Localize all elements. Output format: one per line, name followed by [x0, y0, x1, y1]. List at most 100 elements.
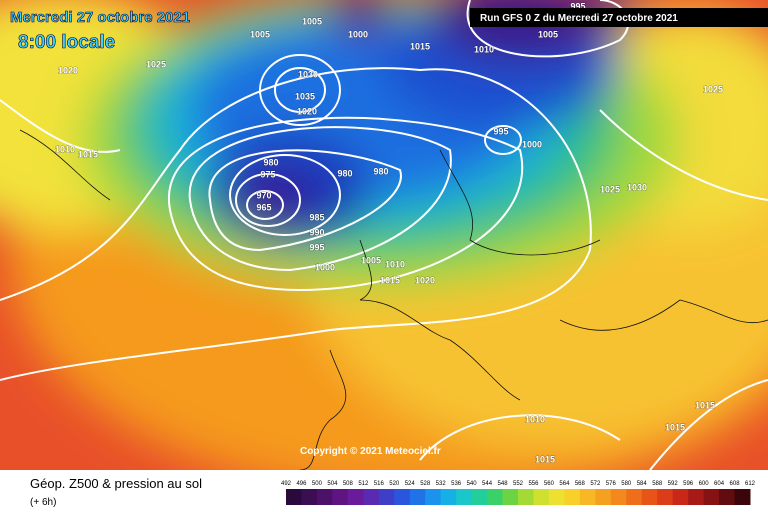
isobar-label: 1000 [522, 139, 542, 149]
colorbar-swatch [579, 489, 596, 505]
isobar-label: 1025 [146, 59, 166, 69]
colorbar-swatch [657, 489, 674, 505]
colorbar-label: 612 [745, 481, 756, 487]
colorbar-label: 504 [327, 481, 338, 487]
colorbar-swatch [564, 489, 581, 505]
colorbar-label: 516 [374, 481, 385, 487]
colorbar-label: 508 [343, 481, 354, 487]
colorbar-label: 560 [544, 481, 555, 487]
footer-title: Géop. Z500 & pression au sol [30, 476, 202, 491]
colorbar-swatch [286, 489, 302, 505]
isobar-label: 1005 [538, 29, 558, 39]
colorbar-label: 584 [637, 481, 648, 487]
footer-step: (+ 6h) [30, 497, 56, 508]
colorbar-label: 528 [420, 481, 431, 487]
colorbar-label: 568 [575, 481, 586, 487]
colorbar-label: 580 [621, 481, 632, 487]
isobar-label: 970 [256, 190, 271, 200]
colorbar-swatch [595, 489, 612, 505]
colorbar-swatch [610, 489, 627, 505]
coastlines [19, 129, 768, 470]
colorbar-label: 540 [467, 481, 478, 487]
isobar-label: 1010 [474, 44, 494, 54]
run-label: Run GFS 0 Z du Mercredi 27 octobre 2021 [480, 13, 678, 24]
isobar-label: 990 [309, 227, 324, 237]
isobar-label: 965 [256, 202, 271, 212]
colorbar-swatch [502, 489, 519, 505]
isobar-label: 995 [493, 126, 508, 136]
isobar-label: 1010 [525, 414, 545, 424]
colorbar-swatch [425, 489, 442, 505]
isobar-label: 1005 [302, 16, 322, 26]
isobar-label: 1025 [600, 184, 620, 194]
isobar-label: 1000 [348, 29, 368, 39]
colorbar-label: 520 [389, 481, 400, 487]
colorbar-swatch [487, 489, 504, 505]
colorbar-swatch [518, 489, 534, 505]
colorbar-swatch [626, 489, 643, 505]
isobar-label: 1020 [58, 65, 78, 75]
isobar-label: 1030 [298, 69, 318, 79]
isobar-label: 1000 [315, 262, 335, 272]
colorbar-label: 512 [358, 481, 369, 487]
colorbar-label: 564 [559, 481, 570, 487]
colorbar-swatch [719, 489, 736, 505]
colorbar-label: 500 [312, 481, 323, 487]
colorbar-swatch [440, 489, 457, 505]
colorbar-swatch [301, 489, 318, 505]
colorbar-swatch [548, 489, 565, 505]
colorbar-label: 496 [296, 481, 307, 487]
isobar-label: 1035 [295, 91, 315, 101]
colorbar-label: 596 [683, 481, 694, 487]
colorbar-label: 556 [528, 481, 539, 487]
colorbar-swatch [363, 489, 380, 505]
colorbar-swatch [471, 489, 488, 505]
colorbar-swatch [332, 489, 349, 505]
colorbar-label: 572 [590, 481, 601, 487]
colorbar: 492 496 500 504 508 512 516 520 524 528 532 536 540 5… [281, 481, 756, 505]
colorbar-label: 588 [652, 481, 663, 487]
colorbar-swatch [378, 489, 395, 505]
colorbar-swatch [672, 489, 689, 505]
colorbar-label: 604 [714, 481, 725, 487]
colorbar-label: 544 [482, 481, 493, 487]
isobar-label: 995 [570, 1, 585, 11]
isobar-label: 975 [260, 169, 275, 179]
time-label: 8:00 locale [18, 32, 115, 53]
isobar-label: 1015 [695, 400, 715, 410]
colorbar-label: 548 [498, 481, 509, 487]
colorbar-swatch [688, 489, 705, 505]
isobar-label: 1020 [297, 106, 317, 116]
isobar-label: 985 [309, 212, 324, 222]
isobar-label: 1015 [535, 454, 555, 464]
colorbar-swatch [734, 489, 751, 505]
isobar-label: 980 [337, 168, 352, 178]
isobar-label: 1005 [361, 255, 381, 265]
colorbar-label: 608 [730, 481, 741, 487]
colorbar-swatch [394, 489, 411, 505]
isobar-label: 1015 [410, 41, 430, 51]
colorbar-label: 536 [451, 481, 462, 487]
colorbar-label: 552 [513, 481, 524, 487]
colorbar-label: 492 [281, 481, 292, 487]
colorbar-swatch [316, 489, 333, 505]
isobar-label: 1030 [627, 182, 647, 192]
isobar-label: 1015 [380, 275, 400, 285]
colorbar-swatch [409, 489, 426, 505]
colorbar-label: 524 [405, 481, 416, 487]
isobar-label: 1015 [665, 422, 685, 432]
isobar-label: 995 [309, 242, 324, 252]
colorbar-label: 576 [606, 481, 617, 487]
run-box [470, 8, 768, 27]
isobar-label: 1005 [250, 29, 270, 39]
isobar-label: 1015 [78, 149, 98, 159]
isobar-label: 1010 [385, 259, 405, 269]
colorbar-swatch [641, 489, 658, 505]
copyright: Copyright © 2021 Meteociel.fr [300, 446, 441, 457]
colorbar-swatch [347, 489, 364, 505]
isobar-label: 1010 [55, 144, 75, 154]
isobar-label: 1020 [415, 275, 435, 285]
colorbar-swatch [456, 489, 473, 505]
